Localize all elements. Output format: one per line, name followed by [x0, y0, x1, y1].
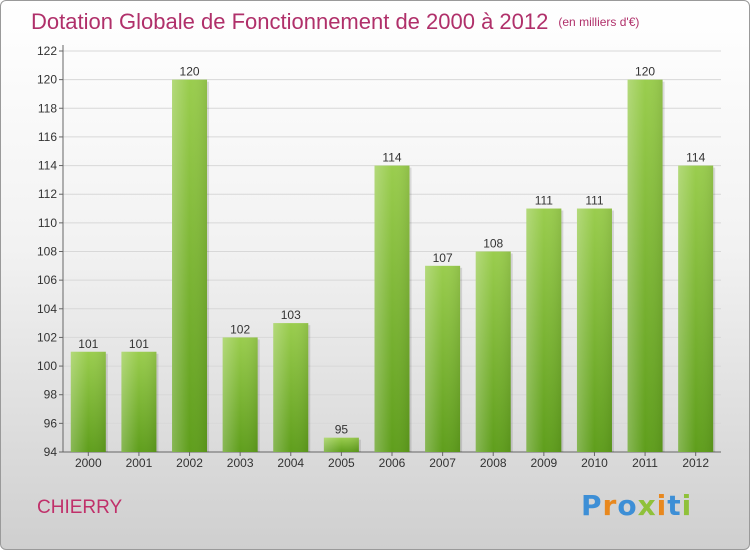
bar-value-label: 103 [281, 308, 301, 322]
bar-shine [172, 79, 208, 453]
bar-shine [678, 165, 714, 453]
proxiti-logo[interactable]: Proxiti [581, 489, 692, 522]
x-tick-label: 2004 [277, 456, 304, 470]
x-tick-label: 2010 [581, 456, 608, 470]
y-tick-label: 94 [44, 445, 58, 459]
x-tick-label: 2006 [379, 456, 406, 470]
bar-shine [121, 351, 157, 452]
bar-value-label: 114 [686, 151, 705, 165]
bar-shine [576, 208, 612, 452]
y-tick-label: 110 [38, 216, 57, 230]
bar-value-label: 120 [180, 65, 200, 79]
chart-title: Dotation Globale de Fonctionnement de 20… [31, 9, 639, 35]
x-tick-label: 2000 [75, 456, 102, 470]
commune-name: CHIERRY [37, 497, 123, 518]
logo-letter: x [637, 489, 657, 522]
chart-unit: (en milliers d'€) [558, 15, 640, 29]
x-tick-label: 2011 [632, 456, 658, 470]
bar-value-label: 114 [382, 151, 401, 165]
y-tick-label: 122 [37, 44, 57, 58]
bar-value-label: 107 [433, 251, 453, 265]
x-tick-label: 2012 [682, 456, 709, 470]
bars [70, 79, 716, 453]
logo-letter: i [681, 489, 693, 522]
x-tick-label: 2007 [429, 456, 456, 470]
logo-letter: o [617, 489, 638, 522]
y-tick-label: 104 [37, 302, 57, 316]
logo-letter: t [667, 489, 682, 522]
y-tick-label: 98 [44, 388, 58, 402]
logo-letter: r [602, 489, 618, 522]
x-tick-label: 2002 [176, 456, 203, 470]
y-tick-label: 112 [38, 187, 57, 201]
bar-shine [627, 79, 663, 453]
x-tick-label: 2003 [227, 456, 254, 470]
bar-shine [374, 165, 410, 453]
logo-letter: P [581, 489, 603, 522]
bar-value-label: 120 [635, 65, 655, 79]
bar-value-label: 102 [230, 322, 250, 336]
y-tick-label: 100 [37, 359, 57, 373]
y-tick-label: 114 [38, 159, 57, 173]
bar-value-label: 95 [335, 423, 349, 437]
y-tick-label: 96 [44, 416, 58, 430]
chart-title-text: Dotation Globale de Fonctionnement de 20… [31, 9, 549, 34]
y-tick-label: 120 [37, 73, 57, 87]
bar-shine [273, 323, 309, 452]
x-tick-label: 2008 [480, 456, 507, 470]
bar-value-label: 111 [585, 194, 604, 208]
bar-shine [425, 265, 461, 452]
y-tick-label: 102 [37, 330, 57, 344]
bar-shine [222, 337, 258, 452]
x-tick-label: 2009 [530, 456, 557, 470]
x-tick-label: 2005 [328, 456, 355, 470]
bar-shine [323, 437, 359, 452]
y-tick-label: 106 [37, 273, 57, 287]
bar-shine [526, 208, 562, 452]
logo-letter: i [656, 489, 668, 522]
x-tick-label: 2001 [126, 456, 153, 470]
bar-value-label: 111 [535, 194, 554, 208]
y-tick-label: 116 [38, 130, 57, 144]
bar-value-label: 101 [78, 337, 98, 351]
y-tick-label: 118 [38, 101, 57, 115]
labels: 94 96 98 100 102 104 106 108 110 112 114 116 118 120 1… [37, 44, 709, 470]
bar-shine [475, 251, 511, 452]
bar-value-label: 108 [483, 237, 503, 251]
bar-value-label: 101 [129, 337, 149, 351]
y-tick-label: 108 [37, 245, 57, 259]
bar-shine [70, 351, 106, 452]
